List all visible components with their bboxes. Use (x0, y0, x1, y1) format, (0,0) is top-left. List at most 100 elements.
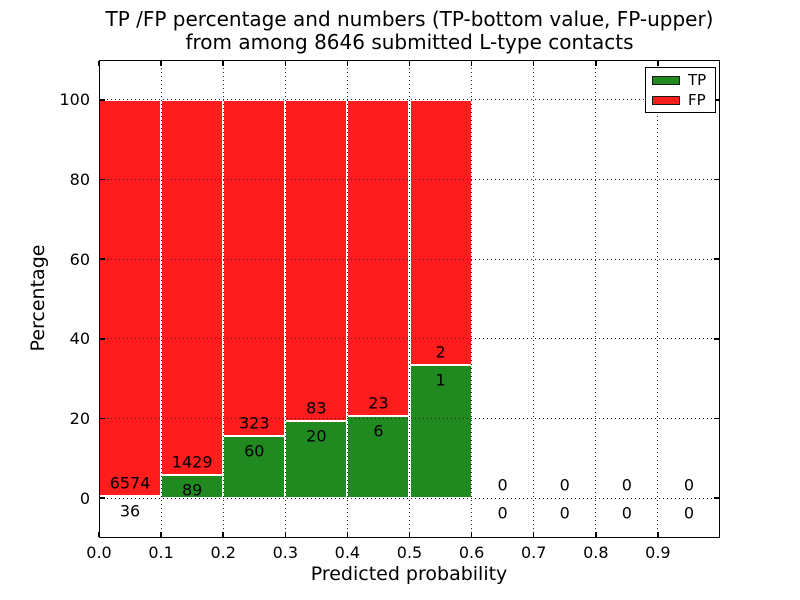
bar-segment-tp (409, 365, 472, 499)
x-tick-label: 0.5 (396, 543, 423, 562)
chart-title-line-2: from among 8646 submitted L-type contact… (185, 30, 634, 54)
y-tick-mark (100, 497, 105, 499)
x-tick-mark (532, 532, 535, 537)
tp-count-label: 20 (306, 426, 327, 446)
gridline-vertical (284, 60, 286, 538)
x-tick-mark (595, 532, 597, 537)
y-tick-mark (100, 99, 105, 101)
tp-count-label: 0 (497, 503, 508, 523)
y-tick-mark (714, 417, 719, 420)
y-tick-mark (100, 338, 105, 340)
bar-segment-tp (161, 474, 224, 499)
y-tick-mark (714, 258, 719, 260)
gridline-horizontal (99, 258, 720, 260)
fp-count-label: 0 (559, 475, 570, 495)
gridline-vertical (533, 60, 535, 538)
plot-area: 6574 36 1429 89 323 60 83 20 23 6 2 1 0 0 0 0 0 0 0 0 (98, 60, 720, 538)
x-tick-label: 0.6 (458, 543, 485, 562)
x-tick-mark (470, 61, 473, 66)
fp-count-label: 23 (368, 393, 389, 413)
x-tick-label: 0.7 (520, 543, 547, 562)
axes-border (99, 60, 720, 538)
tp-color-swatch-icon (652, 75, 680, 85)
x-tick-label: 0.4 (334, 543, 361, 562)
tp-count-label: 60 (244, 441, 265, 461)
y-tick-label: 100 (59, 90, 90, 110)
gridline-horizontal (99, 99, 720, 101)
y-tick-mark (100, 417, 105, 420)
tp-count-label: 0 (621, 503, 632, 523)
fp-count-label: 1429 (171, 452, 213, 472)
legend-label-tp: TP (688, 70, 707, 89)
gridline-vertical (657, 60, 659, 538)
x-tick-label: 0.3 (272, 543, 299, 562)
x-tick-mark (346, 61, 349, 66)
tp-count-label: 36 (119, 501, 141, 521)
gridline-vertical (409, 60, 410, 538)
gridline-horizontal (99, 179, 720, 180)
legend: TP FP (645, 67, 716, 113)
fp-count-label: 83 (306, 398, 327, 418)
gridline-vertical (346, 60, 348, 538)
x-tick-mark (160, 532, 162, 537)
gridline-horizontal (99, 497, 720, 499)
legend-entry-tp: TP (646, 70, 715, 90)
x-tick-mark (657, 61, 659, 66)
x-tick-mark (408, 532, 411, 537)
bar-segment-fp (99, 99, 162, 496)
x-tick-mark (595, 61, 597, 66)
tp-count-label: 0 (683, 503, 695, 523)
tp-count-label: 89 (181, 480, 203, 500)
gridline-vertical (160, 60, 162, 538)
bar-segment-fp (223, 99, 286, 436)
gridline-vertical (595, 60, 597, 538)
fp-count-label: 2 (435, 342, 446, 362)
x-axis-label: Predicted probability (310, 563, 508, 585)
fp-count-label: 6574 (109, 473, 151, 493)
y-tick-mark (100, 178, 105, 181)
fp-count-label: 0 (497, 475, 508, 495)
chart-title: TP /FP percentage and numbers (TP-bottom… (99, 8, 720, 54)
gridline-horizontal (99, 418, 720, 419)
bar-segment-tp (223, 435, 286, 499)
x-tick-mark (160, 61, 162, 66)
y-tick-label: 0 (79, 488, 90, 508)
x-tick-label: 0.8 (583, 543, 609, 562)
y-tick-label: 40 (69, 329, 90, 349)
gridline-vertical (471, 60, 473, 538)
x-tick-mark (98, 61, 100, 66)
gridline-vertical (222, 60, 224, 538)
bar-segment-fp (161, 99, 224, 475)
x-tick-mark (346, 532, 349, 537)
y-tick-label: 80 (69, 170, 90, 189)
tp-count-label: 1 (435, 370, 446, 390)
y-tick-mark (714, 338, 719, 340)
y-tick-mark (714, 497, 719, 499)
y-tick-mark (100, 258, 105, 260)
x-tick-mark (222, 532, 224, 537)
y-tick-label: 20 (69, 409, 90, 428)
x-tick-mark (284, 532, 287, 537)
legend-label-fp: FP (688, 90, 706, 109)
x-tick-mark (408, 61, 411, 66)
x-tick-mark (98, 532, 100, 537)
y-tick-label: 60 (69, 249, 90, 269)
x-tick-label: 0.0 (86, 543, 112, 562)
x-tick-mark (284, 61, 287, 66)
fp-count-label: 323 (238, 413, 270, 433)
x-tick-mark (532, 61, 535, 66)
fp-count-label: 0 (683, 475, 695, 495)
tp-count-label: 6 (373, 421, 384, 441)
x-tick-mark (222, 61, 224, 66)
y-tick-mark (714, 178, 719, 181)
fp-color-swatch-icon (652, 95, 680, 105)
tp-count-label: 0 (559, 503, 570, 523)
bar-segment-tp (285, 420, 348, 499)
x-tick-label: 0.1 (148, 543, 174, 562)
legend-entry-fp: FP (646, 90, 715, 110)
x-tick-label: 0.2 (210, 543, 236, 562)
x-tick-mark (657, 532, 659, 537)
y-tick-mark (714, 99, 719, 101)
bar-segment-tp (347, 415, 410, 499)
